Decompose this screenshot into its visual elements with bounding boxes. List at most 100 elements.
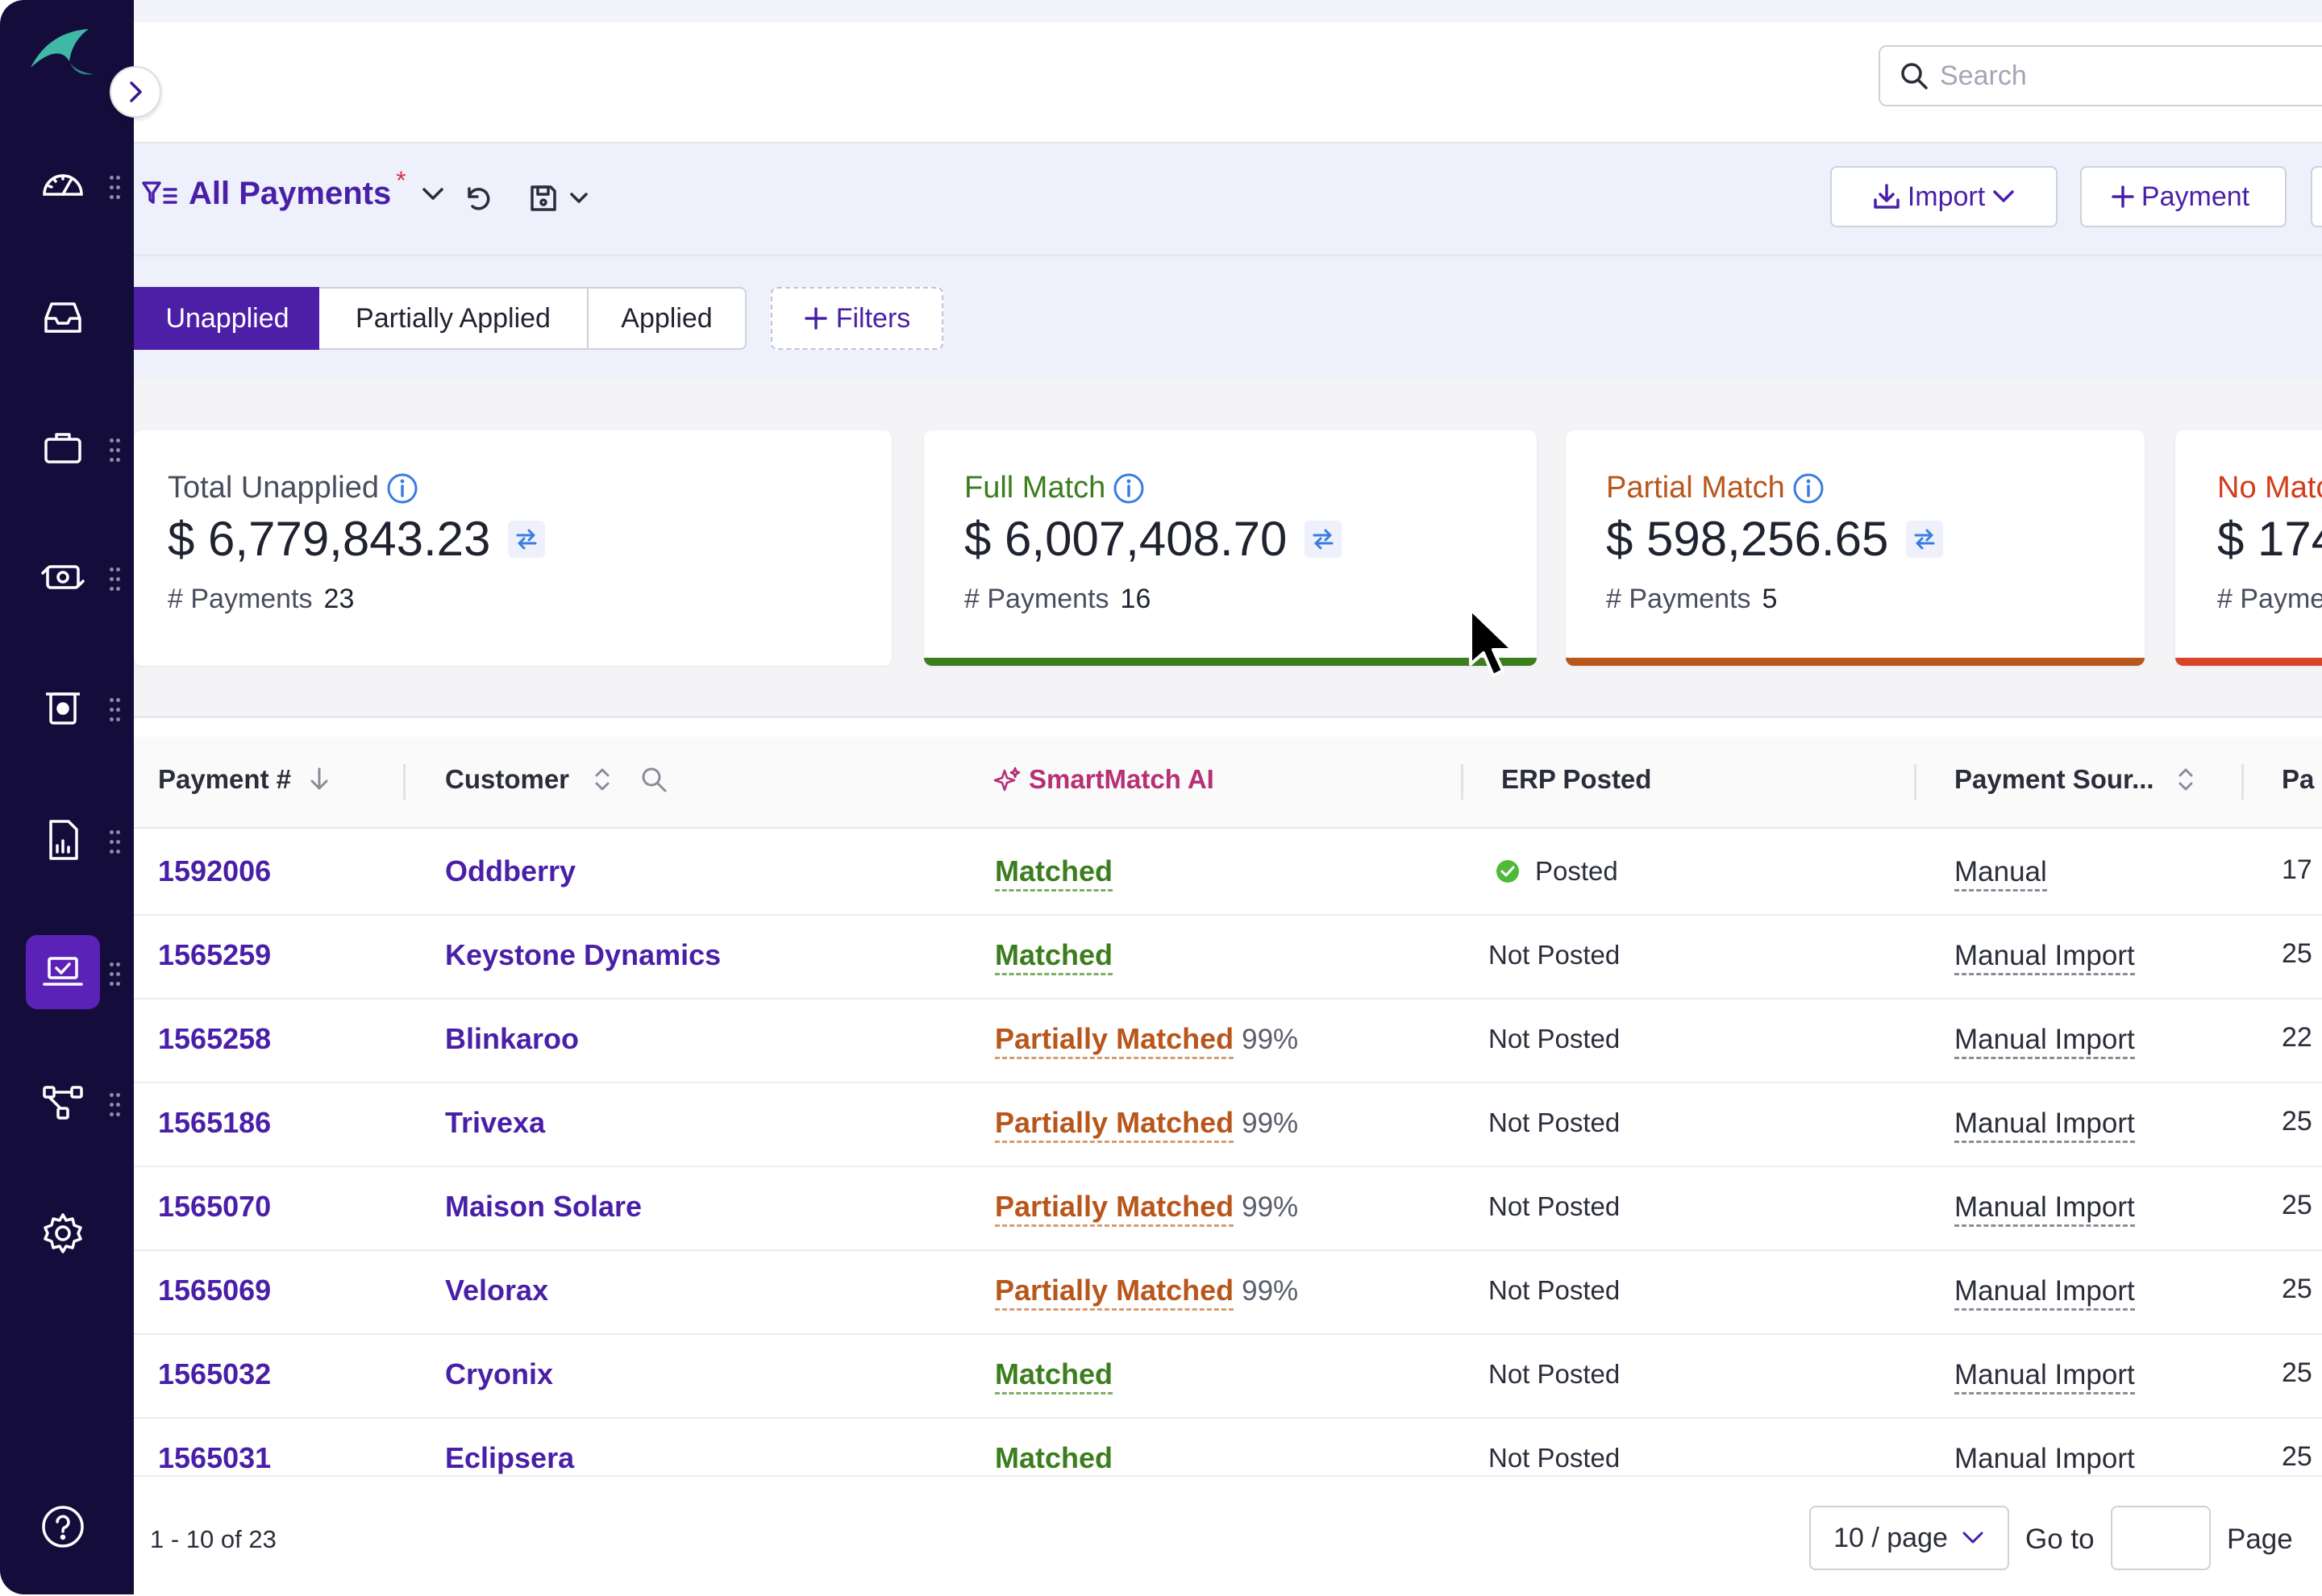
table-row[interactable] [134, 998, 2322, 1083]
erp-status: Not Posted [1488, 1024, 1620, 1054]
nav-inbox[interactable] [26, 281, 100, 355]
column-divider[interactable] [1461, 764, 1463, 800]
customer-link[interactable]: Blinkaroo [445, 1022, 580, 1055]
match-status-label[interactable]: Matched [995, 854, 1113, 892]
import-button[interactable]: Import [1830, 166, 2058, 227]
match-status-label[interactable]: Partially Matched [995, 1022, 1234, 1059]
more-actions-button[interactable] [2311, 166, 2322, 227]
tab-partially-applied[interactable]: Partially Applied [319, 287, 589, 350]
info-icon[interactable] [1791, 472, 1825, 505]
payment-number-link[interactable]: 1565031 [158, 1441, 272, 1474]
payment-source-label[interactable]: Manual [1954, 856, 2047, 892]
sort-icon[interactable] [592, 766, 613, 793]
swap-icon[interactable] [1305, 520, 1342, 558]
payment-source-label[interactable]: Manual Import [1954, 940, 2135, 975]
sort-descending-icon[interactable] [307, 766, 331, 793]
goto-page-input[interactable] [2111, 1506, 2211, 1570]
payment-number-link[interactable]: 1565258 [158, 1022, 272, 1055]
table-row[interactable] [134, 1249, 2322, 1335]
payment-number-link[interactable]: 1565070 [158, 1190, 272, 1223]
customer-link[interactable]: Maison Solare [445, 1190, 643, 1223]
column-divider[interactable] [1914, 764, 1916, 800]
nav-dashboard[interactable] [26, 148, 100, 222]
swap-icon[interactable] [508, 520, 546, 558]
reset-view-button[interactable] [458, 179, 497, 218]
sort-icon[interactable] [2175, 766, 2196, 793]
save-view-button[interactable] [522, 179, 595, 218]
page-size-select[interactable]: 10 / page [1809, 1506, 2009, 1570]
search-box[interactable] [1879, 45, 2322, 106]
match-status-label[interactable]: Partially Matched [995, 1274, 1234, 1311]
match-status-label[interactable]: Matched [995, 1357, 1113, 1394]
table-row[interactable] [134, 914, 2322, 1000]
add-filters-button[interactable]: Filters [771, 287, 943, 350]
card-full-match[interactable]: Full Match $ 6,007,408.70 # Payments 16 [924, 430, 1537, 666]
nav-reports[interactable] [26, 803, 100, 877]
drag-handle-icon[interactable] [110, 1093, 121, 1117]
payment-source-label[interactable]: Manual Import [1954, 1443, 2135, 1478]
tab-unapplied[interactable]: Unapplied [134, 287, 321, 350]
customer-link[interactable]: Keystone Dynamics [445, 938, 722, 971]
nav-workflow[interactable] [26, 1066, 100, 1140]
card-amount-value: $ 6,007,408.70 [964, 512, 1288, 566]
column-divider[interactable] [2241, 764, 2244, 800]
drag-handle-icon[interactable] [110, 962, 121, 987]
column-header-smartmatch[interactable]: SmartMatch AI [993, 764, 1214, 795]
column-header-customer[interactable]: Customer [445, 764, 668, 795]
add-payment-button[interactable]: Payment [2080, 166, 2287, 227]
swap-icon[interactable] [1906, 520, 1944, 558]
payment-number-link[interactable]: 1592006 [158, 854, 272, 887]
customer-link[interactable]: Cryonix [445, 1357, 554, 1390]
table-row[interactable] [134, 830, 2322, 916]
info-icon[interactable] [1112, 472, 1146, 505]
match-status-label[interactable]: Partially Matched [995, 1190, 1234, 1227]
column-divider[interactable] [403, 764, 406, 800]
customer-link[interactable]: Oddberry [445, 854, 576, 887]
drag-handle-icon[interactable] [110, 438, 121, 463]
payment-source-label[interactable]: Manual Import [1954, 1024, 2135, 1059]
plus-icon [804, 307, 827, 330]
payment-source-label[interactable]: Manual Import [1954, 1108, 2135, 1143]
match-status-label[interactable]: Partially Matched [995, 1106, 1234, 1143]
money-exchange-icon [41, 565, 85, 589]
search-input[interactable] [1938, 59, 2296, 93]
drag-handle-icon[interactable] [110, 176, 121, 200]
info-icon[interactable] [385, 472, 419, 505]
card-no-match[interactable]: No Matc $ 174 # Payme [2175, 430, 2322, 666]
drag-handle-icon[interactable] [110, 698, 121, 722]
payment-source-label[interactable]: Manual Import [1954, 1191, 2135, 1227]
match-status-label[interactable]: Matched [995, 938, 1113, 975]
column-header-payment[interactable]: Payment # [158, 764, 331, 795]
help-icon [42, 1506, 84, 1548]
nav-payments-exchange[interactable] [26, 540, 100, 614]
match-status-label[interactable]: Matched [995, 1441, 1113, 1478]
table-row[interactable] [134, 1333, 2322, 1419]
customer-link[interactable]: Eclipsera [445, 1441, 575, 1474]
drag-handle-icon[interactable] [110, 830, 121, 854]
payment-source-label[interactable]: Manual Import [1954, 1359, 2135, 1394]
table-row[interactable] [134, 1082, 2322, 1167]
card-total-unapplied[interactable]: Total Unapplied $ 6,779,843.23 # Payment… [134, 430, 892, 666]
card-partial-match[interactable]: Partial Match $ 598,256.65 # Payments 5 [1566, 430, 2145, 666]
payment-number-link[interactable]: 1565032 [158, 1357, 272, 1390]
nav-settings[interactable] [26, 1196, 100, 1270]
view-selector[interactable]: All Payments * [142, 166, 445, 212]
nav-portfolio[interactable] [26, 411, 100, 485]
nav-cash-application[interactable] [26, 935, 100, 1009]
drag-handle-icon[interactable] [110, 567, 121, 592]
payment-number-link[interactable]: 1565069 [158, 1274, 272, 1307]
payment-number-link[interactable]: 1565186 [158, 1106, 272, 1139]
payment-source-label[interactable]: Manual Import [1954, 1275, 2135, 1311]
customer-link[interactable]: Trivexa [445, 1106, 546, 1139]
tab-applied[interactable]: Applied [587, 287, 747, 350]
table-row[interactable] [134, 1166, 2322, 1251]
column-header-amount[interactable]: Pa [2282, 764, 2314, 795]
column-search-icon[interactable] [640, 766, 668, 793]
nav-cash[interactable] [26, 671, 100, 745]
customer-link[interactable]: Velorax [445, 1274, 549, 1307]
nav-help[interactable] [26, 1490, 100, 1564]
column-header-payment-source[interactable]: Payment Sour... [1954, 764, 2196, 795]
sidebar-expand-button[interactable] [110, 66, 161, 118]
payment-number-link[interactable]: 1565259 [158, 938, 272, 971]
column-header-erp-posted[interactable]: ERP Posted [1501, 764, 1651, 795]
